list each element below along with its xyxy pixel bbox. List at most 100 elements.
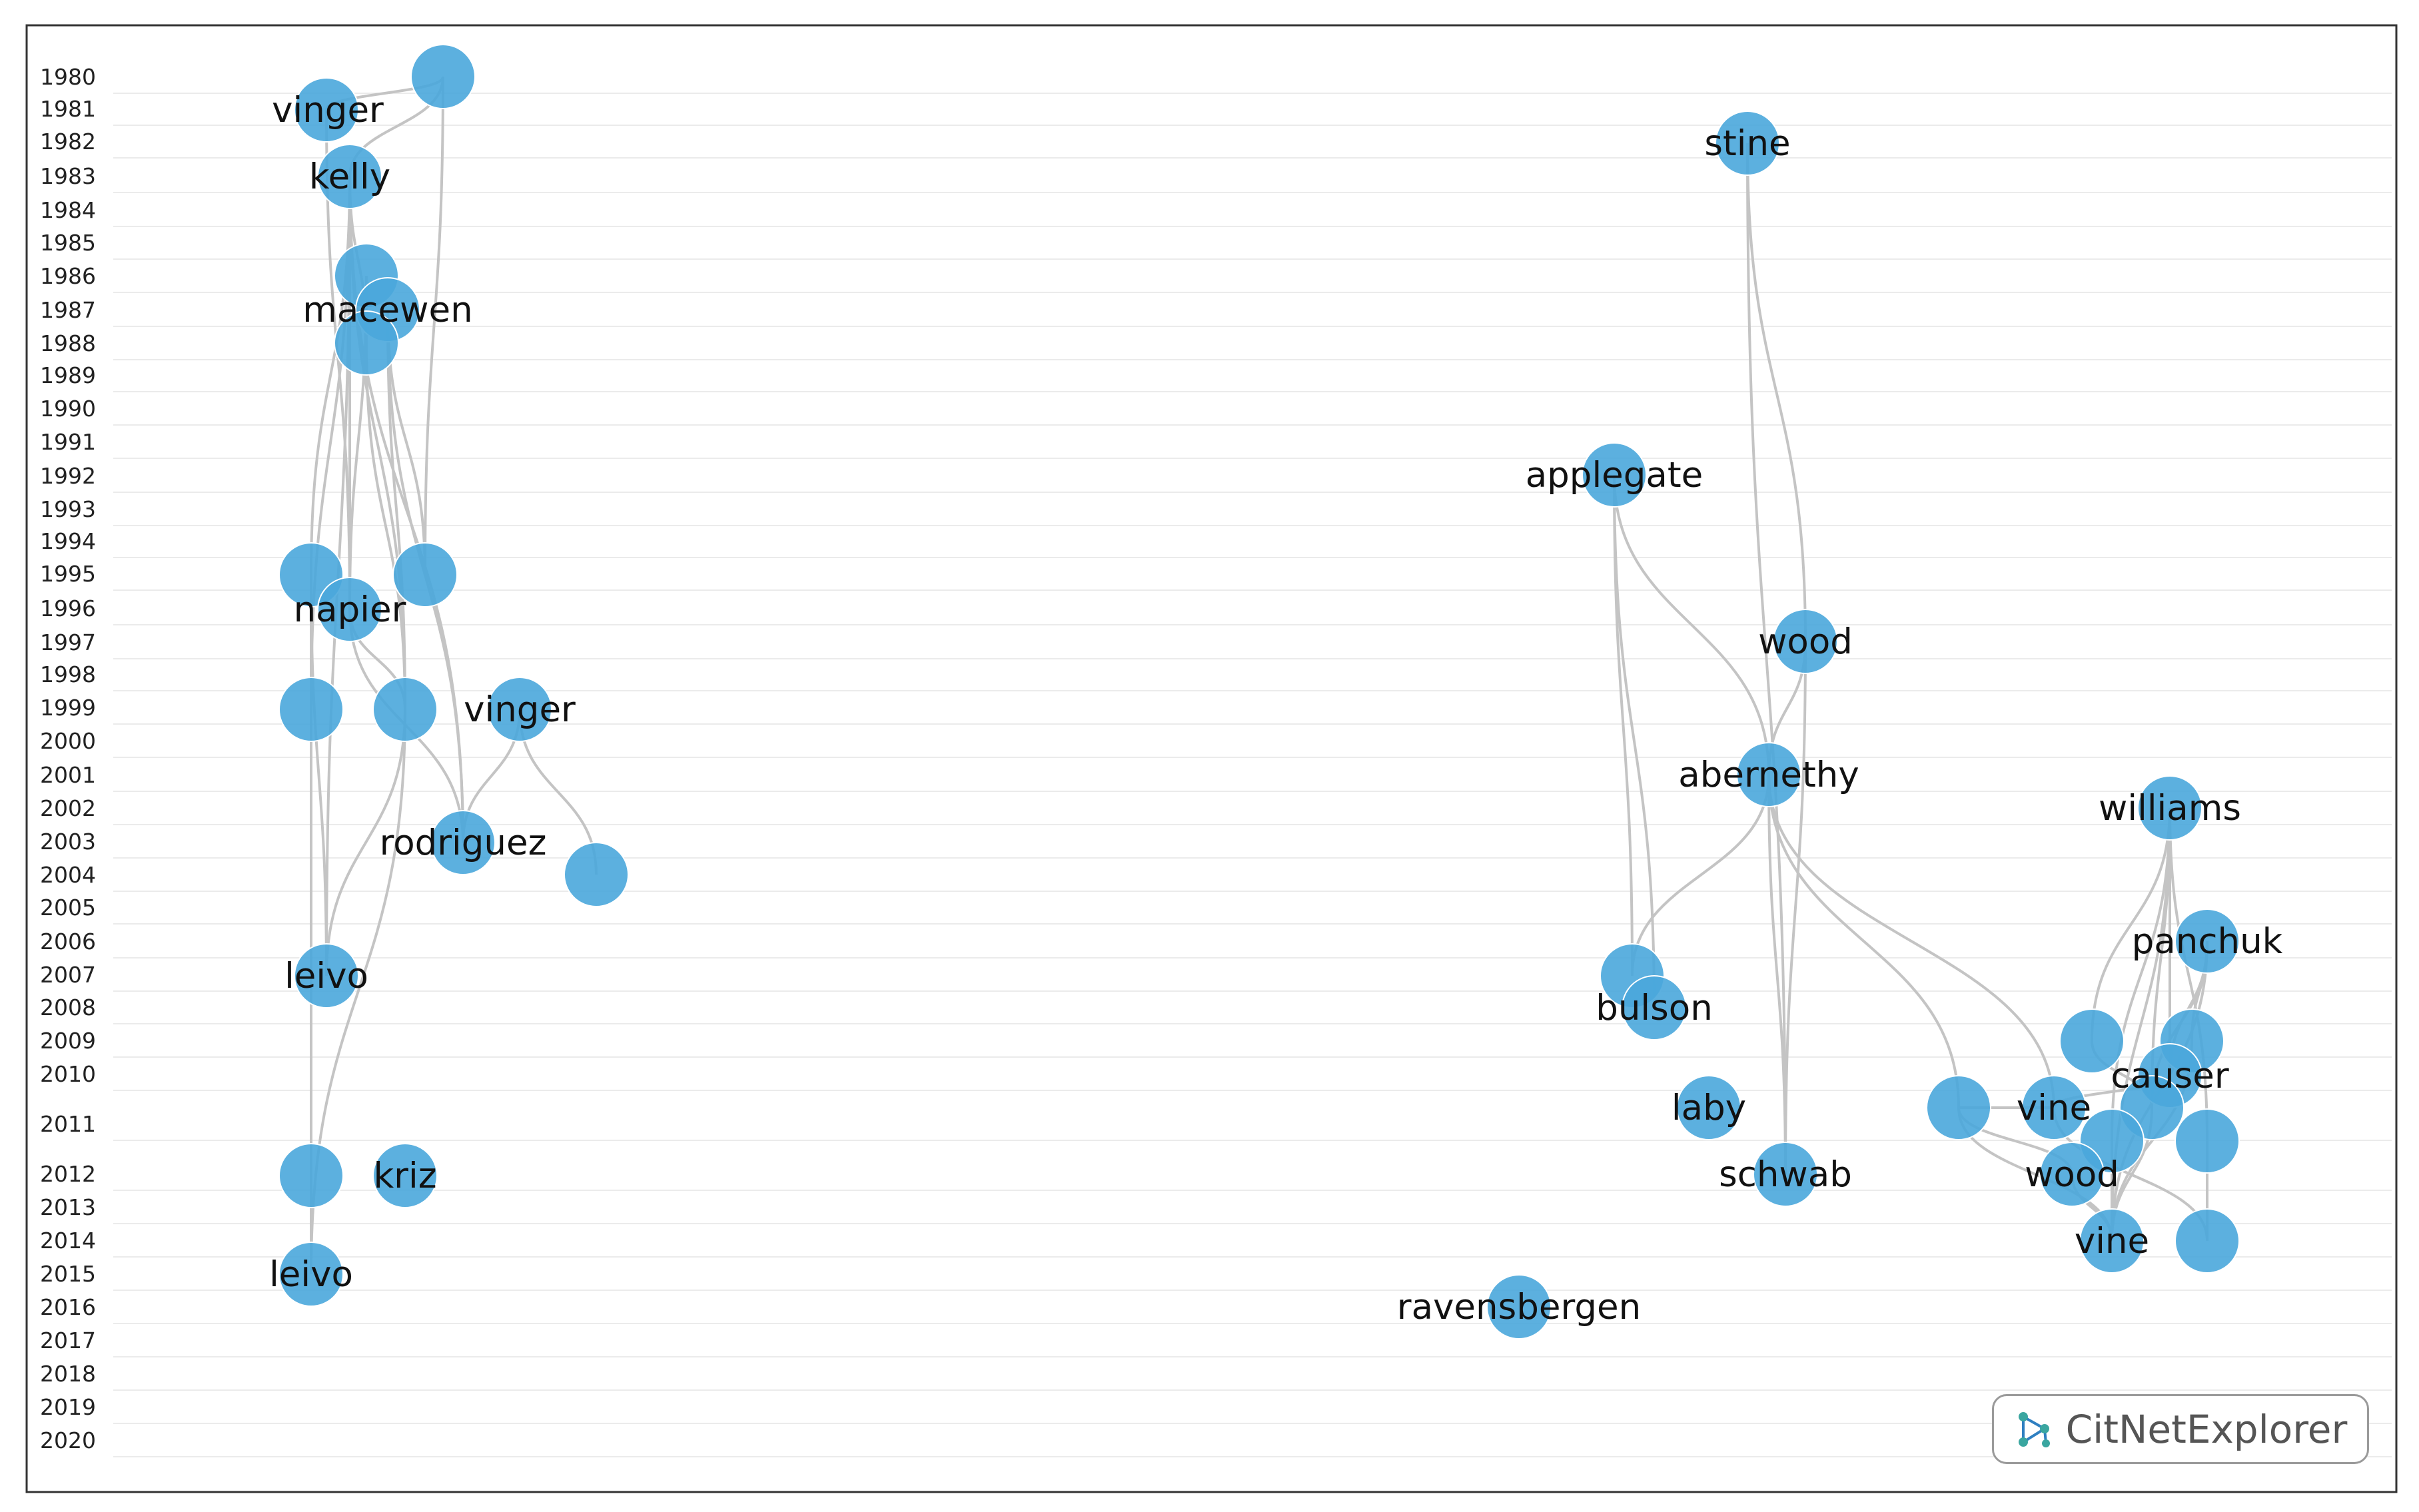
year-label: 1993 [40,496,96,522]
plot-border [25,24,2398,1493]
publication-node[interactable] [2059,1008,2125,1074]
year-axis: 1980 1981 1982 1983 1984 1985 1986 1987 1988 1989… [40,64,96,1453]
publication-node[interactable] [2079,1208,2145,1274]
author-label: kriz [373,1156,436,1196]
publication-node[interactable] [2021,1075,2087,1140]
year-label: 2020 [40,1427,96,1453]
year-label: 1988 [40,330,96,356]
publication-node[interactable] [564,842,629,907]
publication-node[interactable] [278,1242,344,1307]
publication-node[interactable] [1676,1075,1741,1140]
author-label: napier [294,589,406,630]
year-label: 2001 [40,762,96,788]
year-label: 2005 [40,895,96,921]
citation-link [1613,474,1656,1008]
citation-link [1784,641,1807,1175]
publication-node[interactable] [487,677,552,742]
publication-node[interactable] [372,1143,438,1208]
citation-link [310,574,328,976]
publication-node[interactable] [2175,909,2240,974]
citation-link [365,342,406,710]
publication-node[interactable] [1486,1274,1552,1339]
year-label: 1980 [40,64,96,90]
year-label: 2012 [40,1161,96,1187]
publication-node[interactable] [2039,1142,2105,1207]
year-label: 2000 [40,728,96,754]
citation-link [1767,774,1787,1175]
year-label: 2008 [40,994,96,1020]
year-label: 2014 [40,1228,96,1254]
publication-node[interactable] [278,1143,344,1208]
year-label: 1997 [40,629,96,655]
citation-link [1746,143,1787,1175]
citation-link [2111,807,2171,1142]
publication-node[interactable] [1622,975,1687,1040]
publication-node[interactable] [2175,1108,2240,1174]
author-labels: vinger kelly macewen napier vinger rodriguez l… [269,90,2283,1327]
publication-node[interactable] [317,577,382,642]
publication-node[interactable] [430,810,496,875]
brand-badge: CitNetExplorer [1992,1394,2369,1464]
publication-node[interactable] [1753,1142,1818,1207]
year-label: 1984 [40,197,96,223]
citation-link [325,109,351,610]
author-label: vine [2017,1088,2091,1128]
author-label: wood [2025,1154,2119,1195]
publication-node[interactable] [294,943,359,1008]
year-label: 1999 [40,695,96,721]
publication-node[interactable] [410,44,476,109]
citation-link [1746,143,1807,642]
author-label: ravensbergen [1397,1287,1641,1327]
year-label: 2006 [40,929,96,954]
publication-node[interactable] [317,144,382,209]
year-label: 2015 [40,1261,96,1287]
author-label: vine [2075,1221,2149,1262]
publication-node[interactable] [392,542,458,607]
author-label: leivo [269,1254,353,1295]
year-label: 2009 [40,1028,96,1054]
author-label: kelly [309,157,390,197]
author-label: wood [1758,621,1853,662]
year-label: 1987 [40,297,96,323]
year-label: 1992 [40,463,96,489]
author-label: laby [1672,1088,1746,1128]
year-label: 1983 [40,163,96,189]
year-label: 1996 [40,595,96,621]
publication-node[interactable] [372,677,438,742]
author-label: panchuk [2132,921,2283,962]
citation-link [1767,774,1960,1108]
year-label: 1982 [40,129,96,155]
publication-node[interactable] [1715,111,1780,176]
publication-node[interactable] [1736,742,1801,807]
year-label: 1994 [40,528,96,554]
publication-node[interactable] [294,77,359,143]
publication-node[interactable] [2137,775,2202,841]
author-label: causer [2111,1056,2228,1096]
publication-node[interactable] [278,677,344,742]
year-label: 2002 [40,795,96,821]
author-label: williams [2099,788,2241,829]
brand-name: CitNetExplorer [2065,1406,2348,1452]
author-label: abernethy [1678,755,1859,795]
author-label: leivo [284,956,368,996]
year-label: 1981 [40,96,96,122]
citation-link [1613,474,1770,775]
year-label: 1990 [40,396,96,422]
year-label: 2011 [40,1111,96,1137]
year-label: 1991 [40,429,96,455]
publication-node[interactable] [1926,1075,1991,1140]
author-label: schwab [1719,1154,1852,1195]
publication-node[interactable] [1582,442,1647,508]
author-label: rodriguez [380,823,547,863]
publication-node[interactable] [2175,1208,2240,1274]
citation-link [325,709,406,976]
author-label: bulson [1596,988,1713,1028]
publication-node[interactable] [334,310,399,376]
year-gridlines [113,93,2392,1457]
year-label: 2007 [40,962,96,988]
publication-nodes [278,44,2240,1339]
year-label: 1986 [40,263,96,289]
publication-node[interactable] [1773,609,1838,674]
year-label: 2016 [40,1294,96,1320]
